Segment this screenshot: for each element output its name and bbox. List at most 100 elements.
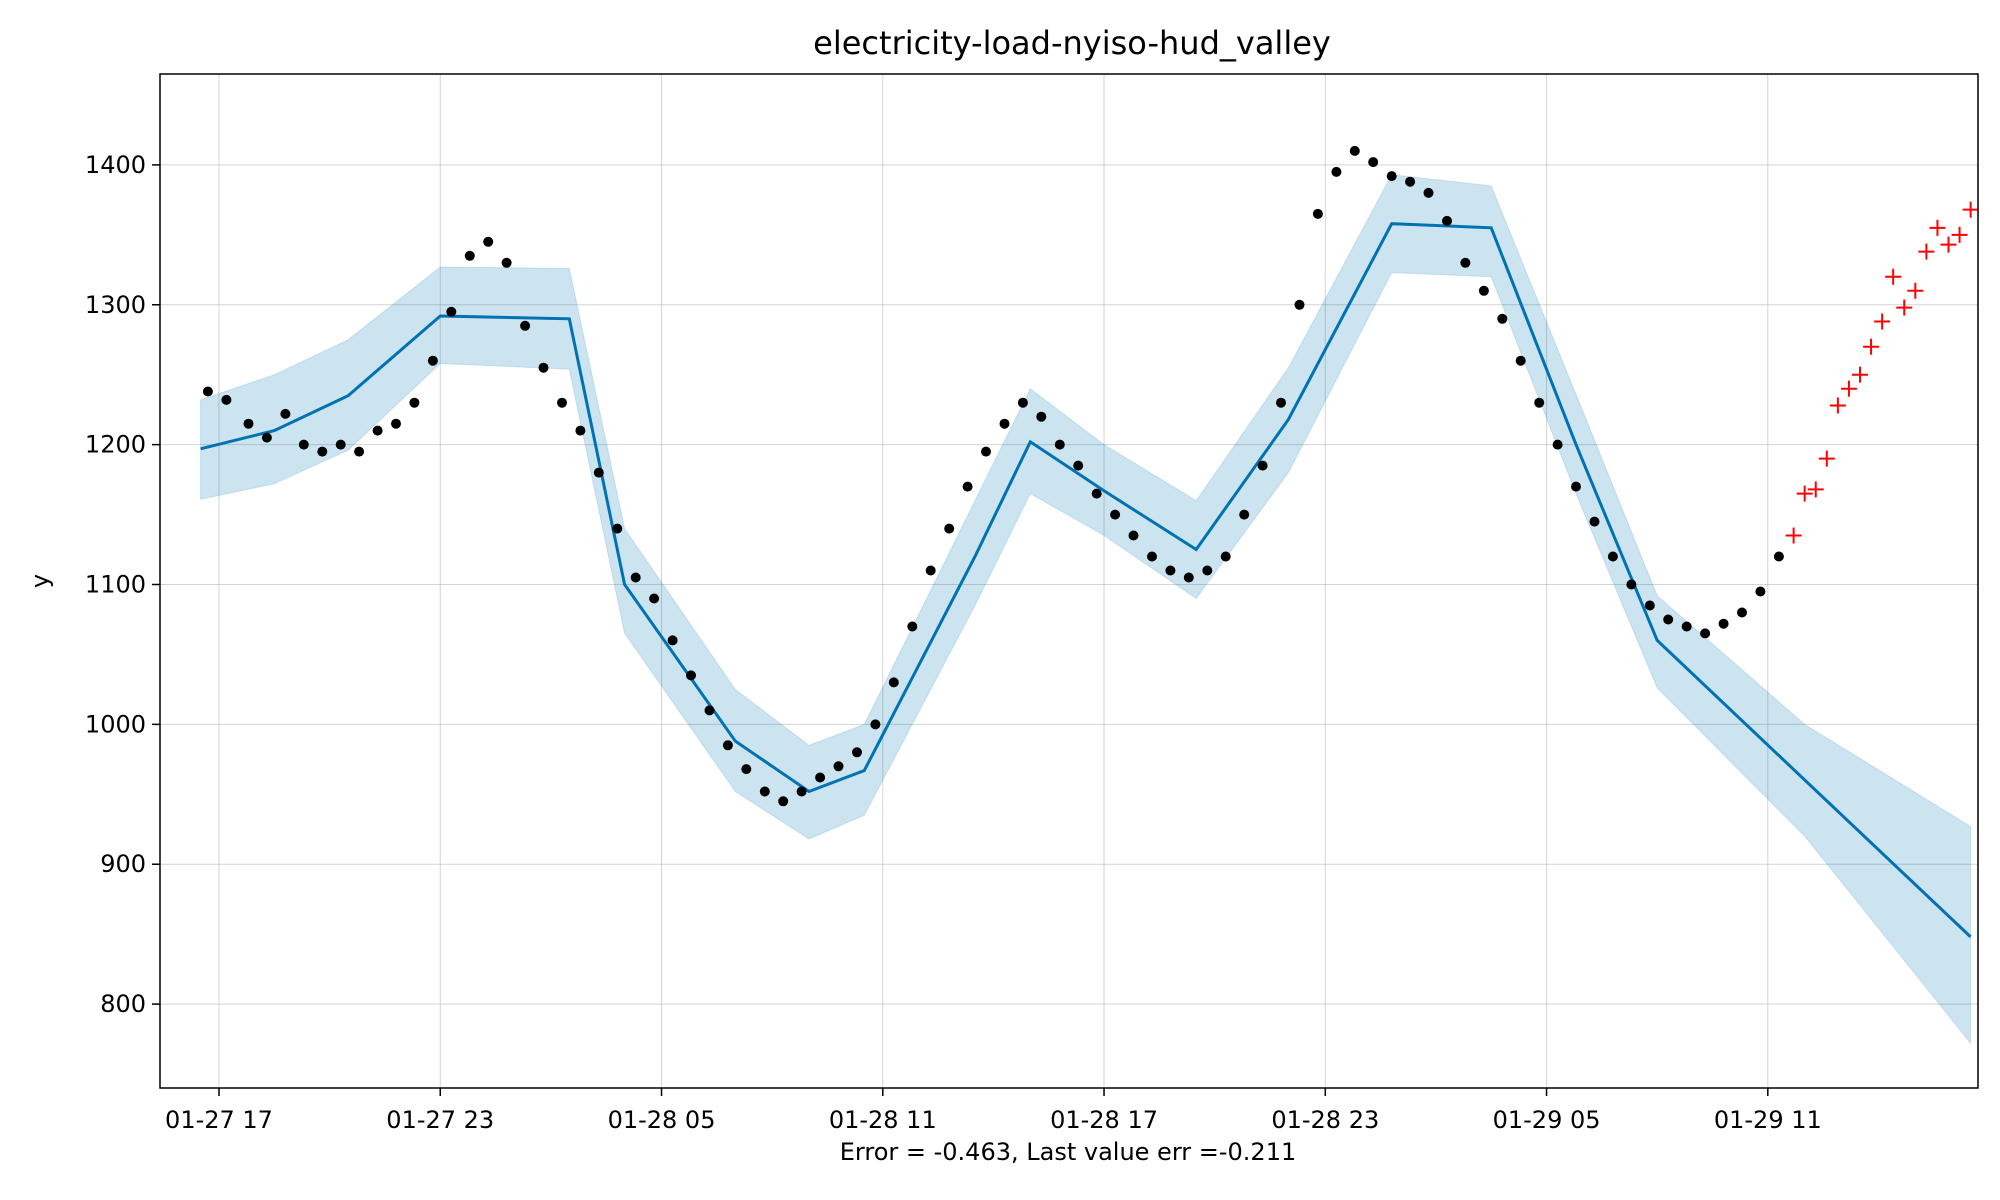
observed-point (1331, 166, 1342, 177)
observed-point (280, 408, 291, 419)
forecast-line-path (200, 222, 1972, 938)
x-tick-label: 01-28 11 (829, 1106, 937, 1134)
observed-point (1607, 551, 1618, 562)
observed-point (483, 236, 494, 247)
future-point (1829, 397, 1846, 414)
y-axis-label: y (26, 574, 54, 588)
x-tick-label: 01-28 23 (1271, 1106, 1379, 1134)
forecast-line (200, 222, 1972, 938)
observed-point (1036, 411, 1047, 422)
y-tick-label: 1100 (85, 570, 146, 598)
observed-point (722, 740, 733, 751)
observed-point (1737, 607, 1747, 618)
observed-point (1571, 481, 1581, 492)
observed-point (1405, 176, 1416, 187)
y-tick-label: 1000 (85, 710, 146, 738)
x-axis-label: Error = -0.463, Last value err =-0.211 (840, 1138, 1296, 1166)
observed-point (1368, 157, 1379, 168)
observed-point (981, 446, 991, 457)
observed-point (612, 523, 623, 534)
observed-point (1478, 285, 1489, 296)
observed-point (907, 621, 918, 632)
future-point (1896, 299, 1913, 316)
observed-point (335, 439, 346, 450)
observed-point (1589, 516, 1600, 527)
observed-point (852, 747, 862, 758)
y-tick-label: 1300 (85, 291, 146, 319)
observed-point (1183, 572, 1194, 583)
future-point (1929, 219, 1946, 236)
observed-point (1073, 460, 1084, 471)
future-point (1918, 243, 1935, 260)
observed-point (686, 670, 696, 681)
y-axis-ticks: 800 900 1000 1100 1200 1300 1400 (85, 151, 160, 1018)
observed-point (298, 439, 309, 450)
observed-point (1276, 397, 1286, 408)
observed-point (464, 250, 475, 261)
observed-point (354, 446, 365, 457)
observed-point (1773, 551, 1784, 562)
future-point (1962, 201, 1979, 218)
observed-point (1442, 215, 1452, 226)
future-point (1785, 527, 1802, 544)
future-point (1851, 366, 1868, 383)
chart-title: electricity-load-nyiso-hud_valley (813, 24, 1331, 62)
observed-point (1681, 621, 1692, 632)
x-tick-label: 01-27 17 (165, 1106, 273, 1134)
observed-point (1165, 565, 1176, 576)
observed-point (741, 764, 752, 775)
observed-point (1460, 257, 1471, 268)
observed-point (1128, 530, 1139, 541)
observed-point (1663, 614, 1674, 625)
future-point (1885, 268, 1902, 285)
observed-point (261, 432, 272, 443)
observed-point (1312, 208, 1323, 219)
observed-point (944, 523, 955, 534)
observed-point (1202, 565, 1213, 576)
observed-point (1017, 397, 1028, 408)
x-tick-label: 01-29 11 (1714, 1106, 1822, 1134)
future-point (1874, 313, 1891, 330)
future-point (1863, 338, 1880, 355)
observed-point (1552, 439, 1563, 450)
uncertainty-band (200, 174, 1972, 1045)
plot-frame (159, 73, 1979, 1089)
observed-point (501, 257, 512, 268)
x-tick-label: 01-29 05 (1493, 1106, 1601, 1134)
observed-point (409, 397, 420, 408)
y-tick-label: 1200 (85, 431, 146, 459)
observed-point (221, 394, 232, 405)
observed-point (538, 362, 549, 373)
observed-point (202, 386, 213, 397)
future-point (1840, 380, 1857, 397)
observed-point (999, 418, 1010, 429)
observed-point (1220, 551, 1231, 562)
observed-point (1497, 313, 1508, 324)
observed-point (1755, 586, 1766, 597)
observed-point (391, 418, 401, 429)
grid-lines (160, 74, 1978, 1088)
x-tick-label: 01-27 23 (386, 1106, 494, 1134)
x-tick-label: 01-28 17 (1050, 1106, 1158, 1134)
observed-point (1386, 171, 1397, 182)
future-point (1807, 481, 1824, 498)
observed-point (1700, 628, 1711, 639)
observed-point (1534, 397, 1545, 408)
observed-point (1349, 145, 1360, 156)
observed-point (446, 306, 457, 317)
future-point (1796, 485, 1813, 502)
observed-point (667, 635, 678, 646)
future-point (1907, 282, 1924, 299)
observed-point (1147, 551, 1157, 562)
observed-point (520, 320, 531, 331)
observed-point (888, 677, 899, 688)
observed-point (427, 355, 438, 366)
x-axis-ticks: 01-27 17 01-27 23 01-28 05 01-28 11 01-28 17… (165, 1088, 1822, 1134)
observed-point (1091, 488, 1102, 499)
observed-point (1626, 579, 1637, 590)
observed-point (317, 446, 328, 457)
y-tick-label: 800 (100, 990, 146, 1018)
observed-point (1423, 187, 1434, 198)
observed-point (372, 425, 383, 436)
